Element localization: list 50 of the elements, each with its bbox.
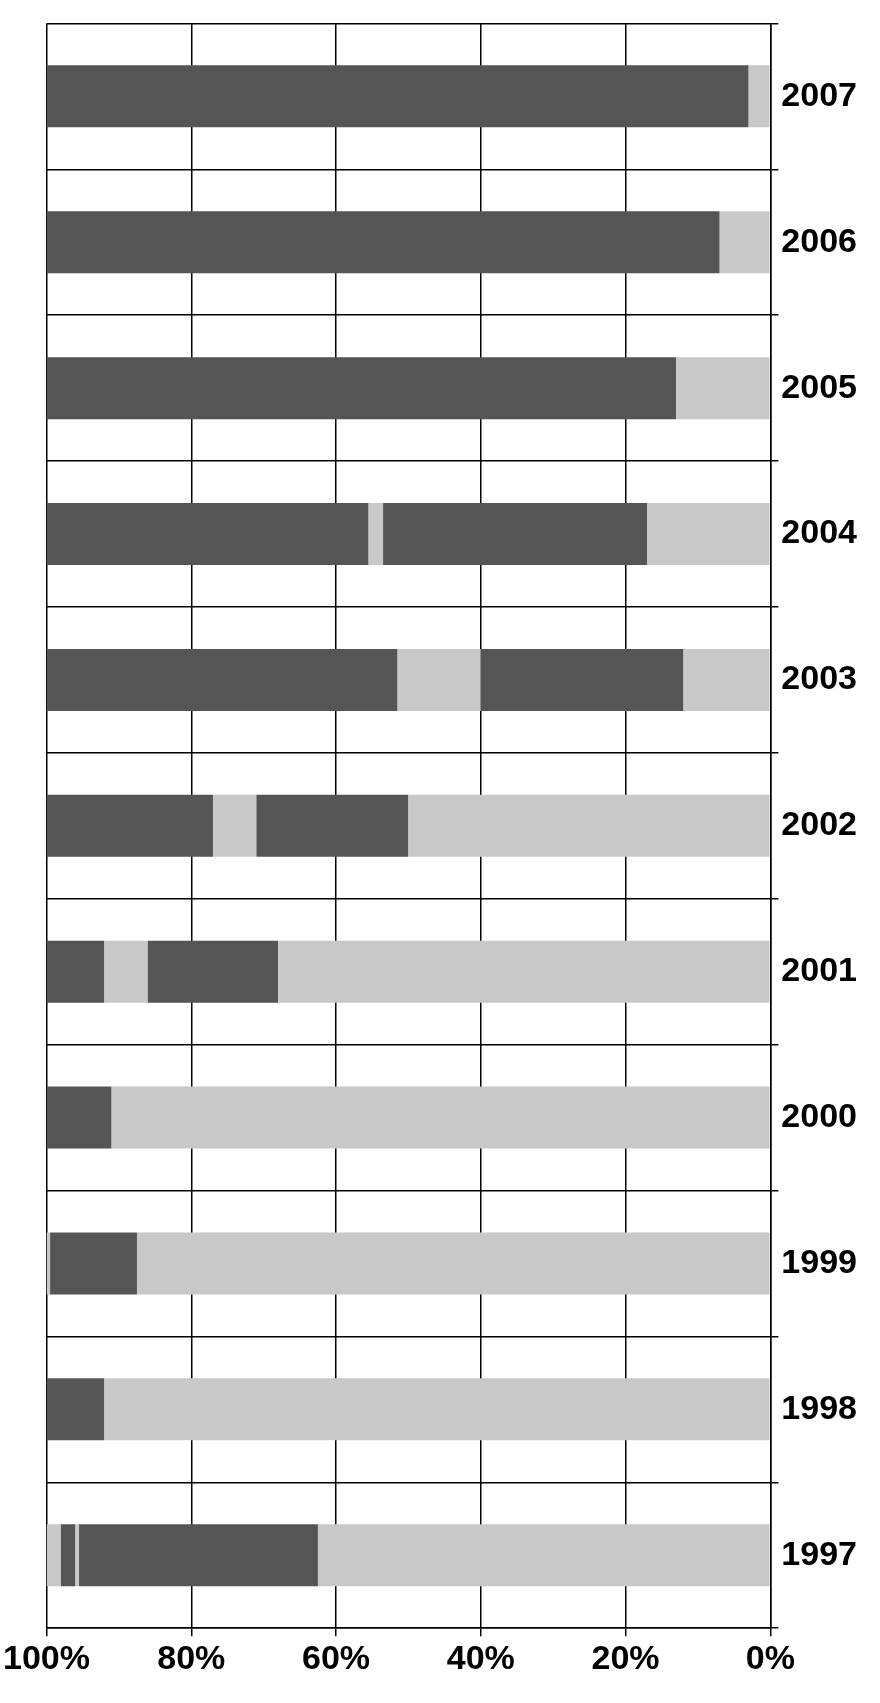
y-tick-label: 2007 <box>781 74 857 113</box>
y-tick-label: 1997 <box>781 1533 857 1572</box>
bar <box>104 1378 770 1441</box>
bar <box>46 794 213 857</box>
bar <box>111 1086 770 1149</box>
bar <box>46 940 105 1003</box>
bar <box>748 65 770 128</box>
bar <box>256 794 409 857</box>
bar <box>719 211 770 274</box>
y-tick-label: 2000 <box>781 1095 857 1134</box>
bar <box>383 503 648 566</box>
x-tick-label: 60% <box>302 1637 371 1676</box>
x-tick-label: 80% <box>157 1637 226 1676</box>
bar <box>676 357 770 420</box>
bar <box>278 940 770 1003</box>
bar <box>647 503 770 566</box>
bar <box>212 794 257 857</box>
y-tick-label: 2004 <box>781 512 858 551</box>
bar <box>46 1086 112 1149</box>
bar <box>46 65 749 128</box>
bar <box>60 1524 76 1587</box>
bar <box>46 211 720 274</box>
bar <box>79 1524 318 1587</box>
bar <box>147 940 279 1003</box>
bar <box>683 648 770 711</box>
y-tick-label: 1999 <box>781 1241 857 1280</box>
y-tick-label: 2003 <box>781 658 857 697</box>
bar <box>46 1378 105 1441</box>
bar <box>46 1524 61 1587</box>
bar <box>104 940 148 1003</box>
x-tick-label: 20% <box>591 1637 660 1676</box>
x-tick-label: 40% <box>446 1637 515 1676</box>
y-tick-label: 1998 <box>781 1387 857 1426</box>
bar <box>136 1232 770 1295</box>
x-tick-label: 0% <box>745 1637 795 1676</box>
bar <box>46 648 398 711</box>
bar <box>397 648 481 711</box>
bar <box>317 1524 770 1587</box>
y-tick-label: 2006 <box>781 220 857 259</box>
y-tick-label: 2005 <box>781 366 857 405</box>
y-tick-label: 2002 <box>781 804 857 843</box>
bar <box>46 357 677 420</box>
bar <box>75 1524 80 1587</box>
bar <box>408 794 770 857</box>
bar <box>368 503 384 566</box>
x-tick-label: 100% <box>3 1637 90 1676</box>
bar <box>50 1232 137 1295</box>
y-tick-label: 2001 <box>781 950 857 989</box>
bar <box>46 503 369 566</box>
bar <box>480 648 684 711</box>
